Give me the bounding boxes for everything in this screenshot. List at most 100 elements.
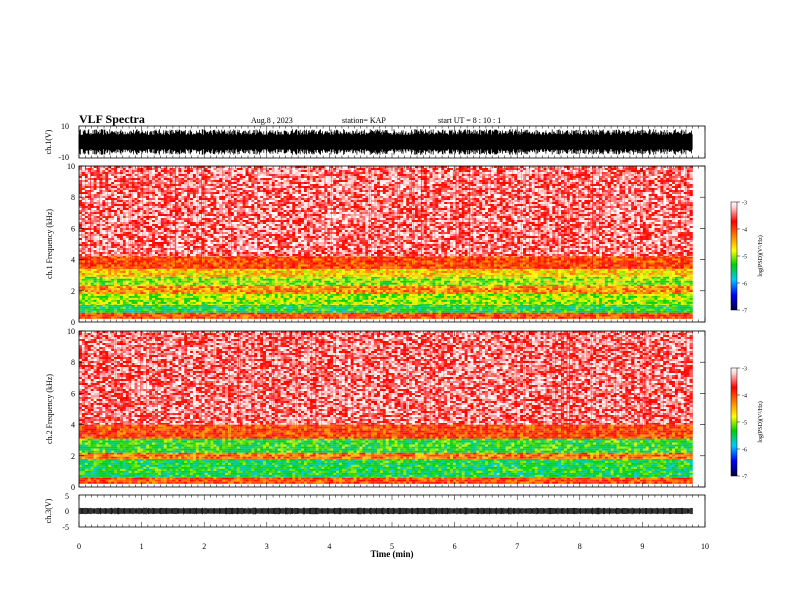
spectrogram-cell xyxy=(424,296,427,298)
spectrogram-cell xyxy=(655,290,658,292)
spectrogram-cell xyxy=(333,288,336,290)
spectrogram-cell xyxy=(263,277,266,279)
spectrogram-cell xyxy=(193,305,196,307)
spectrogram-cell xyxy=(570,317,573,319)
spectrogram-cell xyxy=(564,302,567,304)
spectrogram-cell xyxy=(567,307,570,309)
spectrogram-cell xyxy=(435,311,438,313)
spectrogram-cell xyxy=(549,307,552,309)
spectrogram-cell xyxy=(567,317,570,319)
spectrogram-cell xyxy=(403,305,406,307)
spectrogram-cell xyxy=(412,309,415,311)
spectrogram-cell xyxy=(178,311,181,313)
spectrogram-cell xyxy=(158,288,161,290)
spectrogram-cell xyxy=(465,290,468,292)
spectrogram-cell xyxy=(292,317,295,319)
spectrogram-cell xyxy=(488,307,491,309)
spectrogram-cell xyxy=(178,298,181,300)
spectrogram-cell xyxy=(298,288,301,290)
spectrogram-cell xyxy=(114,304,117,305)
spectrogram-cell xyxy=(511,304,514,305)
spectrogram-cell xyxy=(152,292,155,294)
spectrogram-cell xyxy=(418,309,421,311)
spectrogram-cell xyxy=(555,317,558,319)
spectrogram-cell xyxy=(421,305,424,307)
spectrogram-cell xyxy=(666,298,669,300)
spectrogram-cell xyxy=(479,305,482,307)
spectrogram-cell xyxy=(126,305,129,307)
spectrogram-cell xyxy=(435,309,438,311)
spectrogram-cell xyxy=(362,279,365,281)
spectrogram-cell xyxy=(354,277,357,279)
spectrogram-cell xyxy=(652,277,655,279)
spectrogram-cell xyxy=(225,296,228,298)
spectrogram-cell xyxy=(132,311,135,313)
spectrogram-cell xyxy=(406,298,409,300)
spectrogram-cell xyxy=(365,290,368,292)
spectrogram-cell xyxy=(88,300,91,302)
spectrogram-cell xyxy=(465,309,468,311)
spectrogram-cell xyxy=(687,294,690,296)
spectrogram-cell xyxy=(482,305,485,307)
spectrogram-cell xyxy=(619,292,622,294)
spectrogram-cell xyxy=(281,315,284,317)
spectrogram-cell xyxy=(281,307,284,309)
spectrogram-cell xyxy=(91,309,94,311)
spectrogram-cell xyxy=(532,302,535,304)
spectrogram-cell xyxy=(646,298,649,300)
spectrogram-cell xyxy=(187,281,190,283)
spectrogram-cell xyxy=(97,279,100,281)
spectrogram-cell xyxy=(85,281,88,283)
spectrogram-cell xyxy=(362,309,365,311)
spectrogram-cell xyxy=(295,277,298,279)
spectrogram-cell xyxy=(359,279,362,281)
spectrogram-cell xyxy=(178,309,181,311)
spectrogram-cell xyxy=(88,294,91,296)
spectrogram-cell xyxy=(155,290,158,292)
spectrogram-cell xyxy=(470,317,473,319)
spectrogram-cell xyxy=(231,277,234,279)
spectrogram-cell xyxy=(164,281,167,283)
spectrogram-cell xyxy=(202,311,205,313)
spectrogram-cell xyxy=(526,298,529,300)
spectrogram-cell xyxy=(619,305,622,307)
spectrogram-cell xyxy=(222,292,225,294)
spectrogram-cell xyxy=(412,317,415,319)
spectrogram-cell xyxy=(590,286,593,288)
spectrogram-cell xyxy=(260,309,263,311)
spectrogram-cell xyxy=(657,305,660,307)
spectrogram-cell xyxy=(301,317,304,319)
spectrogram-cell xyxy=(181,309,184,311)
spectrogram-cell xyxy=(584,304,587,305)
spectrogram-cell xyxy=(581,304,584,305)
spectrogram-cell xyxy=(342,309,345,311)
spectrogram-cell xyxy=(611,305,614,307)
spectrogram-cell xyxy=(342,290,345,292)
spectrogram-cell xyxy=(541,311,544,313)
spectrogram-cell xyxy=(137,309,140,311)
spectrogram-cell xyxy=(123,290,126,292)
spectrogram-cell xyxy=(184,279,187,281)
spectrogram-cell xyxy=(690,313,693,315)
spectrogram-cell xyxy=(447,277,450,279)
spectrogram-cell xyxy=(543,309,546,311)
spectrogram-cell xyxy=(465,286,468,288)
spectrogram-cell xyxy=(432,296,435,298)
spectrogram-cell xyxy=(365,286,368,288)
spectrogram-cell xyxy=(108,302,111,304)
spectrogram-cell xyxy=(430,302,433,304)
spectrogram-cell xyxy=(181,311,184,313)
spectrogram-cell xyxy=(222,315,225,317)
spectrogram-cell xyxy=(146,315,149,317)
spectrogram-cell xyxy=(380,290,383,292)
vlf-figure: VLF Spectra Aug.8 , 2023 station= KAP st… xyxy=(0,0,792,612)
spectrogram-cell xyxy=(541,298,544,300)
spectrogram-cell xyxy=(403,311,406,313)
spectrogram-cell xyxy=(286,309,289,311)
spectrogram-cell xyxy=(216,305,219,307)
spectrogram-cell xyxy=(117,302,120,304)
spectrogram-cell xyxy=(175,286,178,288)
spectrogram-cell xyxy=(132,302,135,304)
spectrogram-cell xyxy=(444,311,447,313)
spectrogram-cell xyxy=(310,277,313,279)
